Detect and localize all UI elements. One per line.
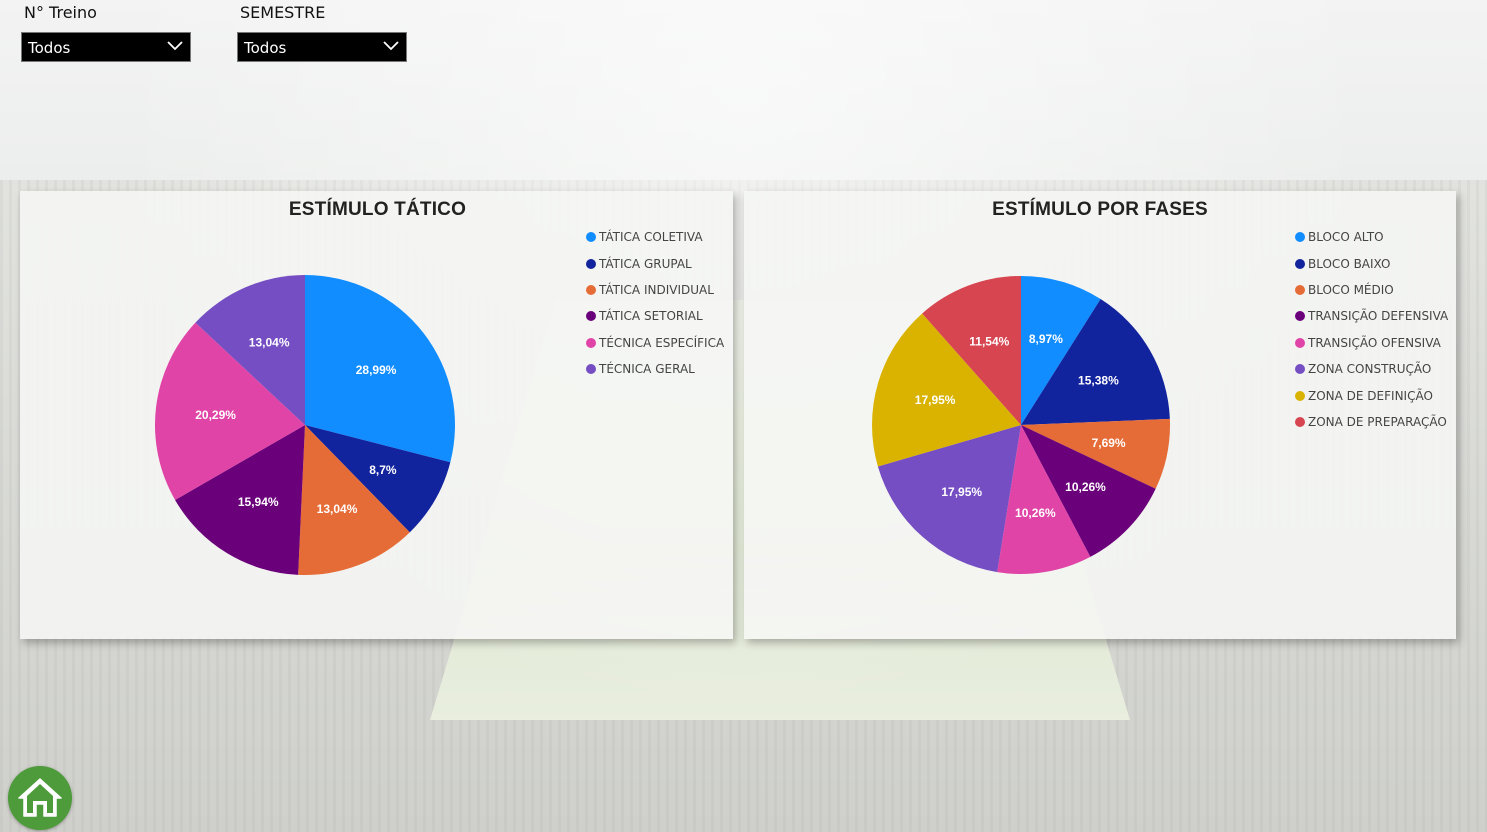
legend-item-bloco-alto[interactable]: BLOCO ALTO xyxy=(1295,224,1448,250)
data-label-bloco-alto: 8,97% xyxy=(1029,332,1063,346)
data-label-tatica-coletiva: 28,99% xyxy=(356,363,397,377)
data-label-tatica-individual: 13,04% xyxy=(317,502,358,516)
slicer-treino-value: Todos xyxy=(28,39,71,57)
legend-swatch xyxy=(586,232,596,243)
chart-legend: BLOCO ALTO BLOCO BAIXO BLOCO MÉDIO TRANSIÇÃ… xyxy=(1295,224,1448,435)
legend-swatch xyxy=(1295,337,1305,348)
data-label-transicao-ofensiva: 10,26% xyxy=(1015,506,1056,520)
slicer-semestre-value: Todos xyxy=(244,39,287,57)
data-label-bloco-baixo: 15,38% xyxy=(1078,373,1119,387)
slicer-semestre-label: SEMESTRE xyxy=(240,3,326,22)
chevron-down-icon xyxy=(383,41,399,51)
legend-item-tatica-individual[interactable]: TÁTICA INDIVIDUAL xyxy=(586,277,724,303)
pie-slice-tatica-grupal[interactable] xyxy=(305,425,451,533)
slicer-semestre-dropdown[interactable]: Todos xyxy=(237,32,407,62)
chart-panel-estimulo-tatico: ESTÍMULO TÁTICO 28,99% 8,7% 13,04% 15,94% 20… xyxy=(20,191,733,639)
legend-item-tatica-setorial[interactable]: TÁTICA SETORIAL xyxy=(586,303,724,329)
pie-slice-tatica-coletiva[interactable] xyxy=(305,275,456,463)
legend-item-bloco-medio[interactable]: BLOCO MÉDIO xyxy=(1295,277,1448,303)
legend-swatch xyxy=(586,311,596,322)
slicer-treino-label: N° Treino xyxy=(24,3,97,22)
legend-swatch xyxy=(586,258,596,269)
chart-legend: TÁTICA COLETIVA TÁTICA GRUPAL TÁTICA INDIV… xyxy=(586,224,724,382)
pie-slice-zona-de-preparacao[interactable] xyxy=(922,276,1021,425)
legend-label: TÁTICA COLETIVA xyxy=(599,230,703,245)
chart-panel-estimulo-fases: ESTÍMULO POR FASES 8,97% 15,38% 7,69% 10,26… xyxy=(744,191,1456,639)
legend-swatch xyxy=(1295,416,1305,427)
data-label-tecnica-geral: 13,04% xyxy=(249,335,290,349)
chart-title: ESTÍMULO TÁTICO xyxy=(288,199,467,220)
data-label-tatica-grupal: 8,7% xyxy=(369,463,397,477)
data-label-bloco-medio: 7,69% xyxy=(1092,436,1126,450)
legend-swatch xyxy=(586,337,596,348)
slicer-semestre: SEMESTRE xyxy=(240,0,325,26)
legend-label: ZONA DE DEFINIÇÃO xyxy=(1308,388,1433,403)
legend-label: TÁTICA INDIVIDUAL xyxy=(599,282,714,297)
legend-swatch xyxy=(1295,284,1305,295)
legend-label: TÉCNICA GERAL xyxy=(599,362,695,377)
legend-label: TÁTICA GRUPAL xyxy=(599,256,692,271)
data-label-tecnica-especifica: 20,29% xyxy=(195,408,236,422)
legend-item-transicao-defensiva[interactable]: TRANSIÇÃO DEFENSIVA xyxy=(1295,303,1448,329)
legend-swatch xyxy=(1295,390,1305,401)
legend-label: BLOCO ALTO xyxy=(1308,230,1384,245)
data-label-transicao-defensiva: 10,26% xyxy=(1065,480,1106,494)
pie-slice-zona-de-definicao[interactable] xyxy=(872,313,1021,467)
chevron-down-icon xyxy=(167,41,183,51)
data-label-zona-de-definicao: 17,95% xyxy=(915,393,956,407)
legend-swatch xyxy=(586,364,596,375)
legend-item-bloco-baixo[interactable]: BLOCO BAIXO xyxy=(1295,250,1448,276)
slicer-treino-dropdown[interactable]: Todos xyxy=(21,32,191,62)
legend-item-transicao-ofensiva[interactable]: TRANSIÇÃO OFENSIVA xyxy=(1295,330,1448,356)
pie-slice-transicao-ofensiva[interactable] xyxy=(997,425,1091,574)
legend-label: ZONA CONSTRUÇÃO xyxy=(1308,362,1432,377)
legend-label: TRANSIÇÃO OFENSIVA xyxy=(1308,335,1441,350)
pie-slice-bloco-baixo[interactable] xyxy=(1021,299,1170,425)
pie-slice-bloco-medio[interactable] xyxy=(1021,418,1170,489)
chart-title: ESTÍMULO POR FASES xyxy=(992,199,1208,220)
legend-label: TÁTICA SETORIAL xyxy=(599,309,703,324)
legend-label: ZONA DE PREPARAÇÃO xyxy=(1308,414,1447,429)
legend-label: TÉCNICA ESPECÍFICA xyxy=(599,335,725,350)
pie-slice-tecnica-geral[interactable] xyxy=(195,275,305,425)
legend-swatch xyxy=(1295,258,1305,269)
legend-item-zona-de-preparacao[interactable]: ZONA DE PREPARAÇÃO xyxy=(1295,409,1448,435)
pie-slice-transicao-defensiva[interactable] xyxy=(1021,425,1156,557)
home-button[interactable] xyxy=(8,766,72,830)
legend-swatch xyxy=(1295,232,1305,243)
pie-slice-tatica-individual[interactable] xyxy=(298,425,410,575)
legend-item-zona-construcao[interactable]: ZONA CONSTRUÇÃO xyxy=(1295,356,1448,382)
legend-item-tatica-coletiva[interactable]: TÁTICA COLETIVA xyxy=(586,224,724,250)
legend-label: BLOCO BAIXO xyxy=(1308,256,1391,271)
home-icon xyxy=(18,778,62,817)
legend-swatch xyxy=(1295,364,1305,375)
legend-item-zona-de-definicao[interactable]: ZONA DE DEFINIÇÃO xyxy=(1295,382,1448,408)
legend-item-tecnica-especifica[interactable]: TÉCNICA ESPECÍFICA xyxy=(586,330,724,356)
data-label-zona-de-preparacao: 11,54% xyxy=(969,334,1009,348)
pie-slice-tecnica-especifica[interactable] xyxy=(155,322,305,500)
pie-slice-zona-construcao[interactable] xyxy=(877,425,1021,573)
slicer-treino: N° Treino xyxy=(24,0,97,26)
data-label-tatica-setorial: 15,94% xyxy=(238,495,279,509)
legend-label: BLOCO MÉDIO xyxy=(1308,282,1394,297)
legend-item-tecnica-geral[interactable]: TÉCNICA GERAL xyxy=(586,356,724,382)
legend-swatch xyxy=(1295,311,1305,322)
legend-swatch xyxy=(586,284,596,295)
data-label-zona-construcao: 17,95% xyxy=(941,485,982,499)
pie-slice-tatica-setorial[interactable] xyxy=(175,425,305,575)
legend-item-tatica-grupal[interactable]: TÁTICA GRUPAL xyxy=(586,250,724,276)
pie-slice-bloco-alto[interactable] xyxy=(1021,276,1101,425)
pie-chart-estimulo-fases: 8,97% 15,38% 7,69% 10,26% 10,26% 17,95% 17,95%… xyxy=(872,276,1170,574)
legend-label: TRANSIÇÃO DEFENSIVA xyxy=(1308,309,1449,324)
pie-chart-estimulo-tatico: 28,99% 8,7% 13,04% 15,94% 20,29% 13,04% xyxy=(155,275,456,575)
